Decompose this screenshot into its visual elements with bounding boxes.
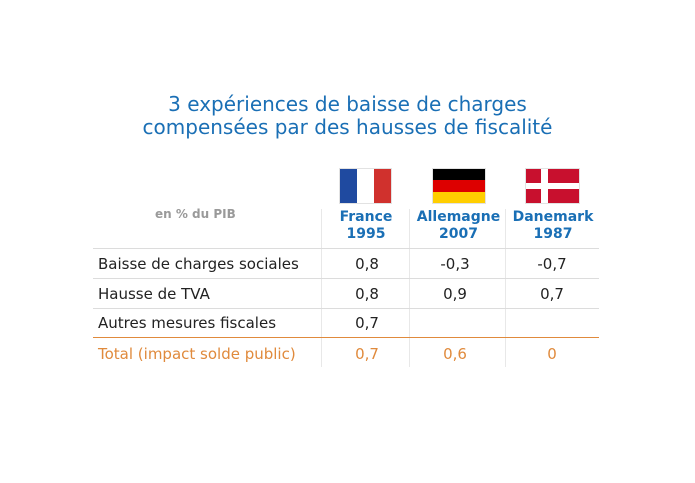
table-row: Baisse de charges sociales 0,8 -0,3 -0,7 bbox=[0, 249, 695, 279]
germany-flag-icon bbox=[433, 169, 485, 203]
column-country: Allemagne bbox=[416, 209, 501, 225]
table-cell: 0,7 bbox=[355, 314, 379, 332]
table-cell: 0,8 bbox=[355, 285, 379, 303]
row-label: Autres mesures fiscales bbox=[98, 314, 277, 332]
table-cell: -0,3 bbox=[440, 255, 470, 273]
column-year: 2007 bbox=[439, 226, 478, 242]
table-cell: 0,6 bbox=[443, 345, 467, 363]
title-line-1: 3 expériences de baisse de charges bbox=[168, 92, 527, 116]
unit-label: en % du PIB bbox=[155, 207, 236, 221]
column-divider bbox=[505, 209, 506, 367]
row-divider bbox=[93, 278, 599, 279]
table-cell: -0,7 bbox=[537, 255, 567, 273]
row-divider bbox=[93, 308, 599, 309]
page-title: 3 expériences de baisse de charges compe… bbox=[0, 93, 695, 139]
column-header-france: France 1995 bbox=[322, 209, 410, 247]
denmark-flag-icon bbox=[526, 169, 579, 203]
row-label: Baisse de charges sociales bbox=[98, 255, 299, 273]
column-year: 1987 bbox=[533, 226, 573, 242]
table-cell: 0,8 bbox=[355, 255, 379, 273]
column-header-denmark: Danemark 1987 bbox=[507, 209, 599, 247]
total-row: Total (impact solde public) 0,7 0,6 0 bbox=[0, 339, 695, 369]
row-divider bbox=[93, 248, 599, 249]
title-line-2: compensées par des hausses de fiscalité bbox=[142, 115, 553, 139]
column-divider bbox=[321, 209, 322, 367]
table-row: Hausse de TVA 0,8 0,9 0,7 bbox=[0, 279, 695, 309]
column-header-germany: Allemagne 2007 bbox=[410, 209, 507, 247]
column-divider bbox=[409, 209, 410, 367]
table-cell: 0,7 bbox=[540, 285, 564, 303]
column-year: 1995 bbox=[346, 226, 386, 242]
table-row: Autres mesures fiscales 0,7 bbox=[0, 308, 695, 338]
row-label: Total (impact solde public) bbox=[98, 345, 296, 363]
table-cell: 0,7 bbox=[355, 345, 379, 363]
total-divider bbox=[93, 337, 599, 338]
column-country: Danemark bbox=[512, 209, 594, 225]
table-cell: 0 bbox=[547, 345, 557, 363]
table-cell: 0,9 bbox=[443, 285, 467, 303]
column-country: France bbox=[339, 209, 393, 225]
france-flag-icon bbox=[340, 169, 391, 203]
row-label: Hausse de TVA bbox=[98, 285, 210, 303]
